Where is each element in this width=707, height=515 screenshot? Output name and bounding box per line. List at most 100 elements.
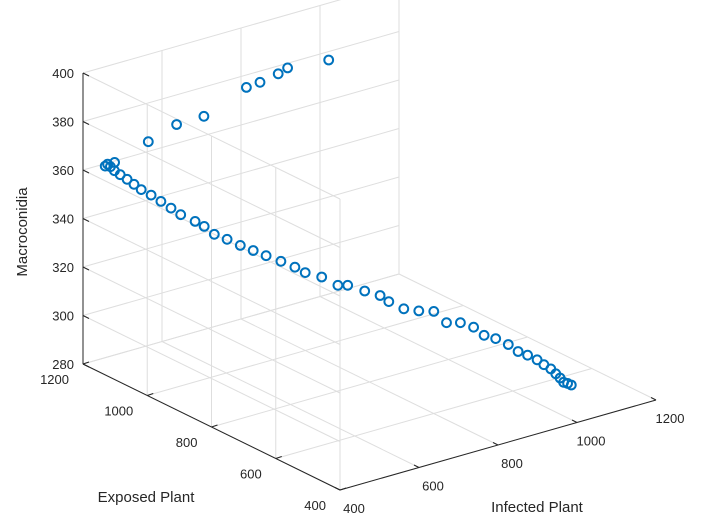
data-point xyxy=(565,379,577,391)
floor-gridline-y xyxy=(275,368,592,459)
data-point xyxy=(531,354,543,366)
axis-layer xyxy=(82,72,657,491)
z-tick-mark xyxy=(82,169,90,174)
data-point xyxy=(374,290,386,301)
y-tick-mark xyxy=(275,456,282,459)
z-tick-mark xyxy=(82,218,90,222)
floor-gridline-y xyxy=(211,336,528,428)
z-tick-label: 300 xyxy=(52,309,74,324)
data-point xyxy=(512,346,524,357)
y-tick-label: 600 xyxy=(240,467,262,482)
data-point xyxy=(272,68,284,80)
data-point xyxy=(234,240,246,251)
z-tick-mark xyxy=(82,121,90,125)
data-point xyxy=(155,196,167,207)
data-point xyxy=(342,279,354,291)
z-tick-label: 380 xyxy=(52,115,74,130)
y-tick-mark xyxy=(82,361,90,365)
x-tick-label: 1000 xyxy=(577,434,606,449)
data-point xyxy=(145,189,157,201)
side-wall-gridline-z xyxy=(82,315,341,442)
data-point xyxy=(316,271,328,283)
data-point xyxy=(275,255,287,267)
z-tick-label: 400 xyxy=(52,66,74,81)
data-point xyxy=(522,349,533,361)
data-point xyxy=(441,317,452,329)
z-tick-label: 340 xyxy=(52,212,74,227)
data-point xyxy=(189,216,201,227)
data-point xyxy=(171,119,183,130)
data-point xyxy=(359,285,371,297)
data-point xyxy=(468,321,480,333)
z-tick-mark xyxy=(82,363,90,368)
data-point xyxy=(260,250,272,262)
x-tick-label: 400 xyxy=(343,501,365,515)
data-series xyxy=(99,54,577,391)
back-wall-gridline-z xyxy=(82,79,400,171)
data-point xyxy=(398,303,410,315)
y-tick-label: 800 xyxy=(176,435,198,450)
grid-layer xyxy=(82,0,657,491)
data-point xyxy=(142,136,154,148)
back-wall-gridline-z xyxy=(82,225,400,316)
data-point xyxy=(135,184,147,196)
data-point xyxy=(241,82,252,93)
data-point xyxy=(289,261,301,273)
x-tick-label: 600 xyxy=(422,479,444,494)
data-point xyxy=(198,221,210,232)
side-wall-gridline-z xyxy=(82,169,341,297)
side-wall-gridline-z xyxy=(82,121,341,248)
data-point xyxy=(323,54,335,66)
x-tick-mark xyxy=(571,419,578,423)
side-wall-gridline-z xyxy=(82,266,341,394)
z-tick-mark xyxy=(82,315,90,319)
data-point xyxy=(428,306,440,317)
back-wall-gridline-z xyxy=(82,0,342,74)
z-tick-mark xyxy=(82,266,90,271)
data-point xyxy=(221,233,233,245)
x-tick-label: 800 xyxy=(501,456,523,471)
x-axis-label: Infected Plant xyxy=(491,499,584,515)
data-point xyxy=(175,209,187,221)
x-tick-mark xyxy=(413,464,420,468)
data-point xyxy=(121,173,133,185)
y-tick-mark xyxy=(147,393,154,396)
data-point xyxy=(455,317,466,329)
side-wall-gridline-z xyxy=(82,218,341,345)
data-point xyxy=(102,158,113,170)
data-point xyxy=(198,110,210,122)
x-tick-mark xyxy=(650,397,657,401)
data-point xyxy=(282,62,294,74)
data-point xyxy=(478,329,490,341)
z-tick-label: 360 xyxy=(52,163,74,178)
z-tick-label: 280 xyxy=(52,357,74,372)
z-tick-label: 320 xyxy=(52,260,74,275)
tick-labels: 4006008001000120040060080010001200280300… xyxy=(40,66,684,515)
data-point xyxy=(332,279,344,291)
data-point xyxy=(99,160,111,172)
back-wall-gridline-z xyxy=(82,176,400,268)
data-point xyxy=(490,333,502,345)
x-tick-label: 1200 xyxy=(656,411,685,426)
data-point xyxy=(413,305,425,317)
y-tick-label: 400 xyxy=(304,498,326,513)
data-point xyxy=(247,245,259,256)
x-tick-mark xyxy=(492,442,499,446)
y-tick-mark xyxy=(211,424,218,428)
y-tick-label: 1000 xyxy=(104,404,133,419)
z-tick-mark xyxy=(82,72,90,77)
data-point xyxy=(502,339,514,350)
data-point xyxy=(383,296,395,308)
data-point xyxy=(254,76,266,88)
back-wall-gridline-z xyxy=(82,31,400,122)
side-wall-gridline-z xyxy=(82,72,341,200)
x-tick-mark xyxy=(334,487,341,491)
data-point xyxy=(128,178,140,190)
data-point xyxy=(208,228,220,240)
z-axis-label: Macroconidia xyxy=(14,187,31,277)
data-point xyxy=(299,267,311,279)
y-tick-label: 1200 xyxy=(40,372,69,387)
data-point xyxy=(165,202,177,214)
y-tick-mark xyxy=(339,487,347,491)
